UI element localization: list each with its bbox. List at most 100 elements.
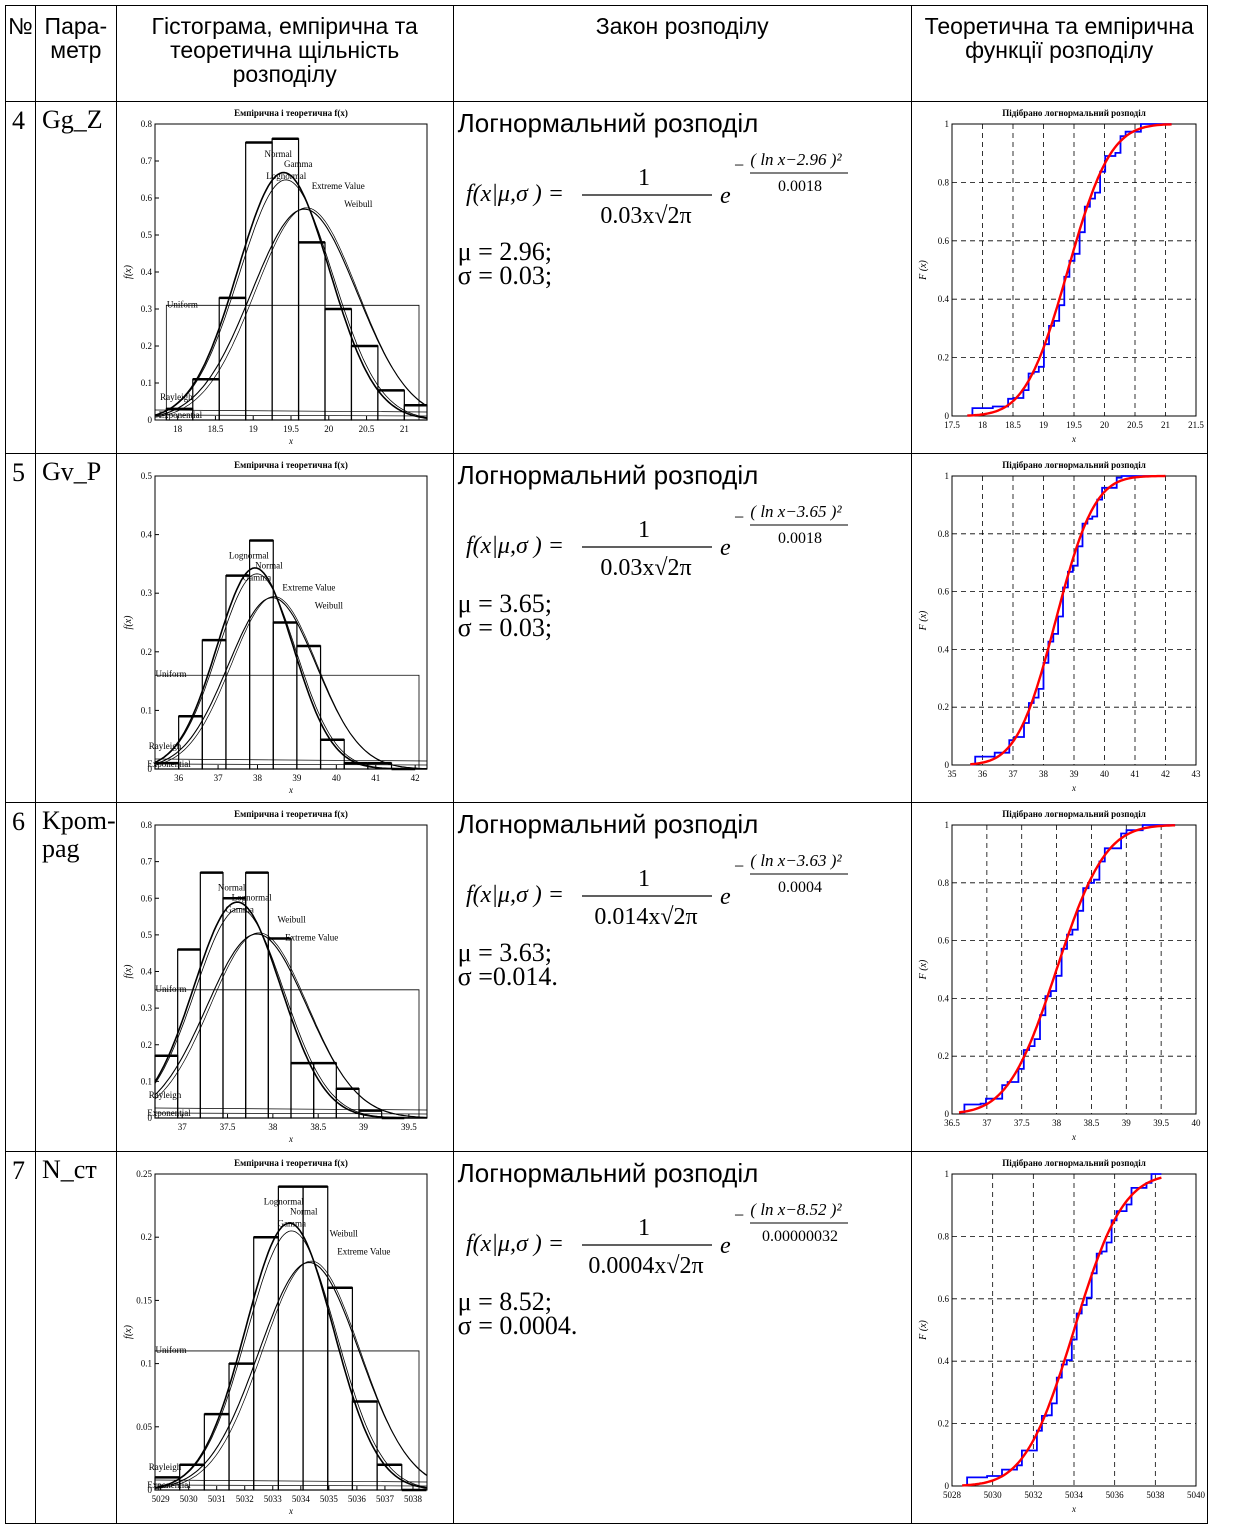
x-tick-label: 20.5 <box>358 424 374 434</box>
histogram-bar <box>351 1400 378 1491</box>
cdf-chart: Підібрано логнормальний розподіл 35 36 37 38… <box>918 460 1201 793</box>
formula-exp-denominator: 0.0004 <box>778 879 822 896</box>
mu-value: μ = 3.63; <box>457 938 552 967</box>
x-tick-label: 21 <box>1161 420 1170 430</box>
formula-numerator: 1 <box>638 517 650 543</box>
theoretical-cdf <box>969 474 1166 766</box>
x-tick-label: 38 <box>1052 1118 1062 1128</box>
curve-label: Gamma <box>242 572 271 582</box>
x-tick-label: 5034 <box>1065 1490 1084 1500</box>
y-tick-label: 0.2 <box>937 1419 948 1429</box>
curve-label: Exponential <box>147 1108 191 1118</box>
normal-curve <box>154 171 427 419</box>
curve-label: Extreme Value <box>285 933 338 943</box>
curve-label: Normal <box>255 560 283 570</box>
x-tick-label: 38 <box>253 773 262 783</box>
sigma-value: σ = 0.0004. <box>457 1311 578 1340</box>
x-tick-label: 37 <box>1008 769 1018 779</box>
histogram-chart: Емпірична і теоретична f(x) 0 0.1 0.2 0.3 0.4… <box>123 108 428 446</box>
chart-title: Емпірична і теоретична f(x) <box>234 108 348 118</box>
histogram-bar <box>203 1413 230 1491</box>
weibull-curve <box>154 207 427 418</box>
curve-label: Uniform <box>167 299 198 309</box>
y-tick-label: 0.2 <box>140 1232 151 1242</box>
x-tick-label: 42 <box>410 773 419 783</box>
y-tick-label: 0.8 <box>937 878 949 888</box>
x-tick-label: 21 <box>400 424 409 434</box>
cdf-chart: Підібрано логнормальний розподіл 36.5 37 37… <box>918 809 1201 1142</box>
y-tick-label: 0.2 <box>140 1040 151 1050</box>
y-axis-label: f(x) <box>123 264 134 279</box>
histogram-cell: Емпірична і теоретична f(x) 0 0.05 0.1 0.15 0… <box>115 1151 454 1524</box>
x-tick-label: 5038 <box>404 1494 423 1504</box>
curve-label: Exponential <box>147 1480 191 1490</box>
x-tick-label: 43 <box>1191 769 1201 779</box>
row-number: 6 <box>5 802 36 1152</box>
pdf-formula: f(x|μ,σ ) = 1 0.03x√2π e−( ln x−3.65 )² 0.00… <box>466 502 848 581</box>
curve-label: Weibull <box>277 915 306 925</box>
x-tick-label: 5031 <box>207 1494 225 1504</box>
y-axis-label: f(x) <box>123 1324 134 1339</box>
y-tick-label: 0.5 <box>140 471 152 481</box>
formula-exp-numerator: ( ln x−3.65 )² <box>750 502 842 521</box>
y-tick-label: 0.1 <box>140 705 151 715</box>
formula-lhs: f(x|μ,σ ) = <box>466 882 564 908</box>
x-tick-label: 21.5 <box>1188 420 1204 430</box>
cdf-cell: Підібрано логнормальний розподіл 35 36 37 38… <box>910 453 1208 803</box>
x-tick-label: 38 <box>268 1122 278 1132</box>
curve-label: Gamma <box>225 905 254 915</box>
formula-lhs: f(x|μ,σ ) = <box>466 1231 564 1257</box>
y-tick-label: 0.2 <box>140 341 151 351</box>
x-tick-label: 20.5 <box>1127 420 1143 430</box>
curve-label: Rayleigh <box>148 1090 181 1100</box>
x-tick-label: 39 <box>292 773 302 783</box>
rayleigh-curve <box>154 1107 427 1111</box>
y-tick-label: 0.6 <box>937 236 949 246</box>
x-tick-label: 5036 <box>1105 1490 1124 1500</box>
formula-exp-denominator: 0.0018 <box>778 530 822 547</box>
curve-label: Uniform <box>155 1345 186 1355</box>
y-axis-label: f(x) <box>123 615 134 630</box>
y-tick-label: 0 <box>147 415 152 425</box>
empirical-cdf <box>969 475 1166 766</box>
x-tick-label: 41 <box>371 773 380 783</box>
x-tick-label: 19 <box>1039 420 1049 430</box>
formula-exp-numerator: ( ln x−3.63 )² <box>750 851 842 870</box>
y-tick-label: 0.8 <box>937 177 949 187</box>
x-tick-label: 5032 <box>1024 1490 1042 1500</box>
y-tick-label: 0.2 <box>140 647 151 657</box>
normal-curve <box>154 567 427 770</box>
histogram-bar <box>225 575 250 770</box>
empirical-cdf <box>958 824 1175 1114</box>
x-tick-label: 39.5 <box>401 1122 417 1132</box>
formula-lhs: f(x|μ,σ ) = <box>466 181 564 207</box>
formula-numerator: 1 <box>638 1215 650 1241</box>
x-axis-label: x <box>288 785 293 795</box>
x-tick-label: 39.5 <box>1153 1118 1169 1128</box>
header-histogram: Гістограма, емпірична та теоретична щіль… <box>115 5 454 102</box>
x-axis-label: x <box>1071 434 1076 444</box>
y-tick-label: 0.4 <box>140 530 152 540</box>
cdf-chart: Підібрано логнормальний розподіл 5028 5030… <box>918 1158 1206 1514</box>
x-axis-label: x <box>1071 1132 1076 1142</box>
y-tick-label: 1 <box>944 820 949 830</box>
formula-minus: − <box>734 507 744 527</box>
chart-title: Емпірична і теоретична f(x) <box>234 809 348 819</box>
y-tick-label: 0.5 <box>140 930 152 940</box>
histogram-chart: Емпірична і теоретична f(x) 0 0.1 0.2 0.3 0.4… <box>123 809 428 1144</box>
y-tick-label: 0.5 <box>140 230 152 240</box>
law-cell: Логнормальний розподіл f(x|μ,σ ) = 1 0.000… <box>452 1151 912 1524</box>
formula-minus: − <box>734 1205 744 1225</box>
y-tick-label: 0.6 <box>937 1294 949 1304</box>
y-tick-label: 0.7 <box>140 857 152 867</box>
y-tick-label: 0.4 <box>140 267 152 277</box>
uniform-curve <box>154 1350 420 1490</box>
x-tick-label: 5028 <box>943 1490 962 1500</box>
row-number: 7 <box>5 1151 36 1524</box>
x-tick-label: 18.5 <box>1005 420 1021 430</box>
plot-frame <box>951 475 1197 766</box>
law-title: Логнормальний розподіл <box>457 1158 759 1188</box>
histogram-bar <box>222 897 246 1119</box>
formula-denominator: 0.03x√2π <box>600 555 691 581</box>
header-param: Пара- метр <box>35 5 117 102</box>
